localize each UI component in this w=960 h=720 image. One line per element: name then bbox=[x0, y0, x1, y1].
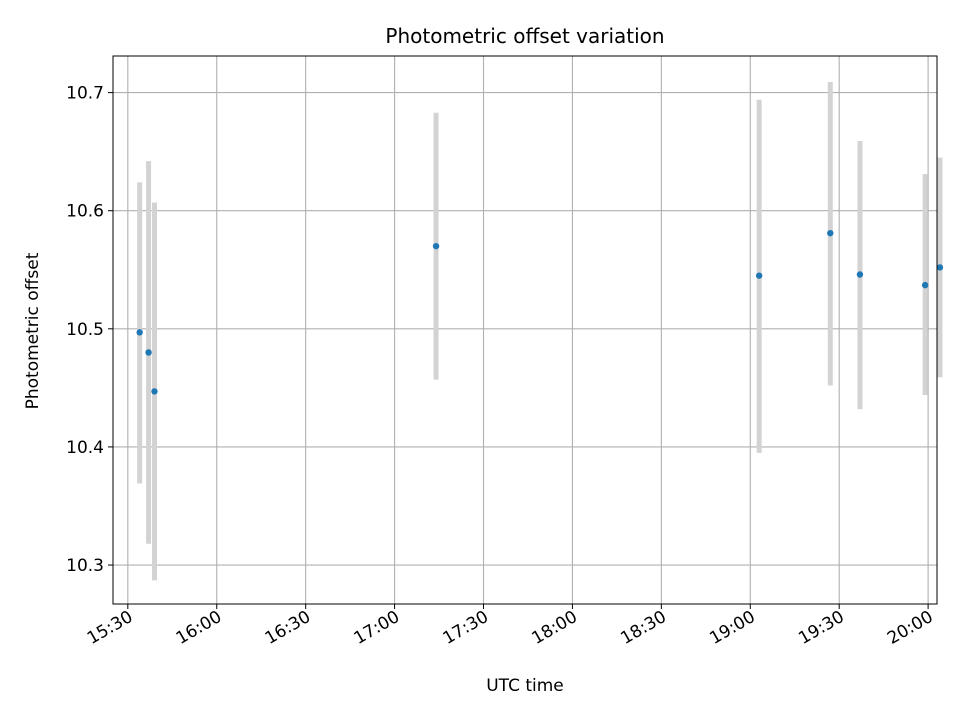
data-point bbox=[755, 272, 763, 279]
data-point bbox=[827, 229, 834, 237]
data-point bbox=[136, 329, 143, 336]
y-tick-label: 10.6 bbox=[66, 202, 104, 222]
chart-title: Photometric offset variation bbox=[385, 24, 664, 48]
data-point bbox=[145, 349, 152, 356]
y-axis-label: Photometric offset bbox=[23, 252, 43, 409]
plot-frame bbox=[112, 55, 938, 605]
y-tick-label: 10.7 bbox=[66, 84, 104, 104]
x-axis-label: UTC time bbox=[486, 676, 564, 696]
data-point bbox=[151, 388, 158, 395]
data-point bbox=[432, 242, 440, 250]
data-point bbox=[936, 264, 944, 271]
data-point bbox=[856, 271, 864, 278]
y-axis-ticks: 10.3 10.4 10.5 10.6 10.7 bbox=[66, 84, 113, 576]
y-tick-label: 10.5 bbox=[66, 320, 104, 340]
data-points bbox=[136, 229, 944, 395]
y-tick-label: 10.4 bbox=[66, 438, 104, 458]
grid bbox=[113, 56, 937, 604]
y-tick-label: 10.3 bbox=[66, 556, 104, 576]
data-point bbox=[921, 281, 929, 289]
